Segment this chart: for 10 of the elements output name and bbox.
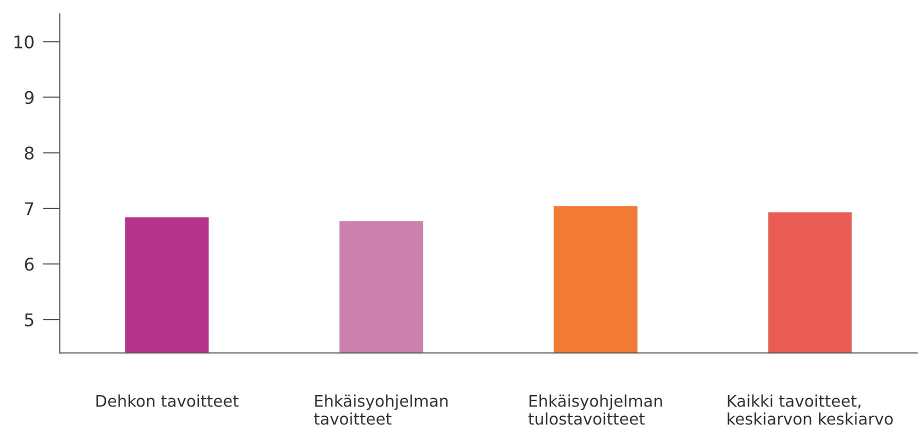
y-tick-label: 7	[25, 202, 34, 215]
y-tick-label: 5	[25, 313, 34, 326]
x-tick-label: Dehkon tavoitteet	[96, 394, 239, 407]
y-tick-label: 8	[24, 146, 34, 160]
x-tick-label: Ehkäisyohjelman tulostavoitteet	[528, 394, 662, 425]
x-tick-label: Ehkäisyohjelman tavoitteet	[314, 394, 448, 425]
y-tick-label: 9	[24, 90, 34, 104]
x-tick-label: Kaikki tavoitteet, keskiarvon keskiarvo	[728, 394, 893, 425]
y-tick-label: 6	[24, 258, 34, 271]
y-tick-label: 10	[14, 35, 34, 48]
